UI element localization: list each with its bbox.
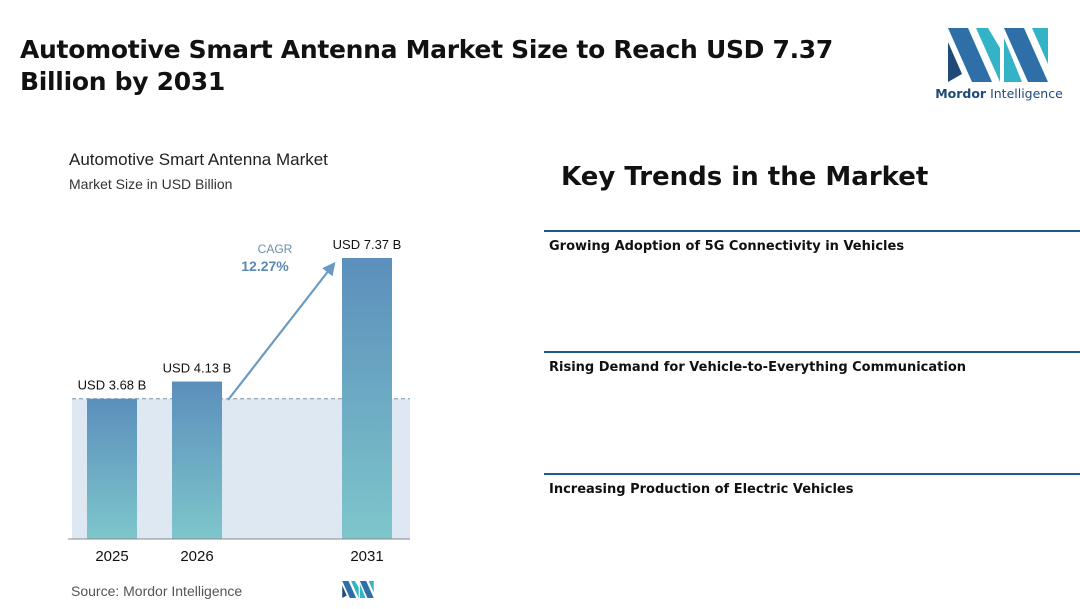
mordor-intelligence-logo-icon [948,28,1048,82]
cagr-arrow [227,261,336,401]
brand-name: Mordor Intelligence [935,86,1063,101]
brand-logo: Mordor Intelligence [934,28,1064,108]
trends-title: Key Trends in the Market [561,162,929,192]
trend-item-5g: Growing Adoption of 5G Connectivity in V… [544,230,1080,254]
value-label-2031: USD 7.37 B [333,237,402,252]
market-size-chart: USD 3.68 B 2025 USD 4.13 B 2026 USD 7.37 B 20… [68,237,410,565]
chart-subtitle: Market Size in USD Billion [69,176,233,192]
cagr-value: 12.27% [241,258,289,274]
bar-2026 [172,381,222,539]
chart-title: Automotive Smart Antenna Market [69,150,328,169]
chart-source: Source: Mordor Intelligence [71,583,243,599]
mordor-mini-logo-icon [342,581,374,598]
x-tick-label-2031: 2031 [350,548,383,565]
page-headline: Automotive Smart Antenna Market Size to … [20,35,833,96]
x-tick-label-2025: 2025 [95,548,128,565]
cagr-label: CAGR [258,242,293,256]
value-label-2026: USD 4.13 B [163,361,232,376]
trend-item-ev: Increasing Production of Electric Vehicl… [544,473,1080,497]
bar-2031 [342,258,392,539]
trend-item-v2x: Rising Demand for Vehicle-to-Everything … [544,351,1080,375]
value-label-2025: USD 3.68 B [78,378,147,393]
x-tick-label-2026: 2026 [180,548,213,565]
bar-2025 [87,398,137,539]
